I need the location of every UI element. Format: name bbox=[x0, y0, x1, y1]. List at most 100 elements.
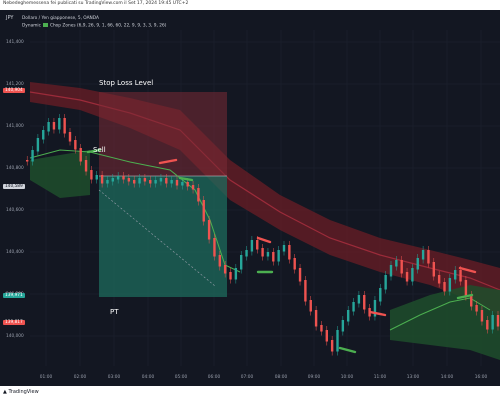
tradingview-logo[interactable]: ▲ TradingView bbox=[3, 389, 39, 395]
candle-body bbox=[384, 275, 387, 290]
time-label: 09:00 bbox=[307, 375, 321, 380]
candle-body bbox=[448, 278, 452, 292]
signal-marker bbox=[178, 176, 194, 182]
candle-body bbox=[84, 160, 88, 172]
stop-loss-label: Stop Loss Level bbox=[99, 79, 154, 87]
price-label: 140,600 bbox=[6, 208, 24, 213]
candle-body bbox=[395, 260, 398, 267]
candle-body bbox=[191, 185, 195, 190]
candle-body bbox=[400, 260, 403, 274]
candle-body bbox=[138, 178, 141, 184]
candle-body bbox=[133, 180, 136, 184]
candle-body bbox=[443, 282, 446, 292]
profit-target-label: PT bbox=[110, 308, 119, 316]
candle-body bbox=[464, 280, 468, 297]
candle-body bbox=[459, 270, 462, 282]
candle-body bbox=[309, 300, 312, 312]
time-label: 07:00 bbox=[240, 375, 254, 380]
price-label: 141,000 bbox=[6, 124, 24, 129]
candle-body bbox=[159, 178, 163, 182]
sell-label: Sell bbox=[93, 146, 106, 154]
candle-body bbox=[213, 238, 216, 257]
symbol-description[interactable]: Dollaro / Yen giapponese, 5, OANDA bbox=[22, 16, 99, 21]
trend-line bbox=[29, 149, 241, 273]
candle-body bbox=[437, 275, 441, 284]
candle-body bbox=[416, 258, 419, 270]
signal-marker bbox=[458, 266, 477, 274]
time-label: 04:00 bbox=[141, 375, 155, 380]
candle-body bbox=[36, 138, 40, 152]
candle-body bbox=[79, 148, 82, 162]
candle-body bbox=[314, 310, 318, 327]
price-label: 141,200 bbox=[6, 82, 24, 87]
price-label: 140,000 bbox=[6, 334, 24, 339]
candle-body bbox=[470, 295, 473, 307]
logo-mark-icon: ▲ bbox=[3, 389, 7, 395]
time-label: 06:00 bbox=[207, 375, 221, 380]
indicator-legend[interactable]: Dynamic Chop Zones (6,9, 26, 9, 1, 66, 60… bbox=[22, 23, 166, 29]
candle-body bbox=[293, 258, 296, 270]
indicator-params: Chop Zones (6,9, 26, 9, 1, 66, 60, 22, 9… bbox=[49, 23, 167, 29]
candle-body bbox=[197, 188, 200, 202]
candle-body bbox=[379, 288, 382, 302]
candle-body bbox=[272, 252, 275, 262]
candle-body bbox=[106, 180, 109, 184]
candle-body bbox=[223, 265, 227, 274]
candle-body bbox=[170, 180, 173, 184]
candle-body bbox=[411, 268, 414, 282]
stop-price-tag: 140,904 bbox=[3, 88, 25, 93]
time-label: 03:00 bbox=[107, 375, 121, 380]
candle-body bbox=[68, 132, 72, 142]
candle-body bbox=[207, 220, 211, 240]
candle-body bbox=[42, 130, 45, 140]
support-cloud bbox=[30, 150, 90, 198]
footer-bar: ▲ TradingView bbox=[0, 386, 500, 400]
indicator-name: Dynamic bbox=[22, 23, 41, 29]
candle-body bbox=[149, 180, 152, 184]
candle-body bbox=[330, 340, 334, 352]
candle-body bbox=[389, 265, 393, 277]
price-label: 141,400 bbox=[6, 40, 24, 45]
ticker-label: JPY bbox=[6, 15, 14, 21]
candle-body bbox=[405, 272, 409, 282]
brand-name: TradingView bbox=[8, 389, 39, 395]
candle-body bbox=[186, 182, 189, 187]
candle-body bbox=[266, 252, 270, 257]
candle-body bbox=[58, 118, 61, 130]
candle-body bbox=[491, 315, 494, 330]
candle-body bbox=[95, 175, 98, 180]
price-chart[interactable] bbox=[0, 10, 500, 386]
signal-marker bbox=[368, 310, 387, 317]
time-label: 08:00 bbox=[274, 375, 288, 380]
time-label: 11:00 bbox=[373, 375, 387, 380]
candle-body bbox=[475, 305, 478, 312]
candle-body bbox=[234, 268, 238, 280]
time-label: 16:00 bbox=[474, 375, 488, 380]
candle-body bbox=[282, 245, 286, 252]
candle-body bbox=[245, 250, 248, 257]
time-label: 13:00 bbox=[406, 375, 420, 380]
signal-marker bbox=[158, 158, 178, 165]
candle-body bbox=[373, 300, 377, 317]
candle-body bbox=[240, 255, 243, 270]
price-label: 140,800 bbox=[6, 166, 24, 171]
candle-body bbox=[181, 182, 184, 186]
candle-body bbox=[26, 160, 29, 162]
candle-body bbox=[325, 330, 328, 342]
candle-body bbox=[304, 280, 307, 302]
profit-target-zone bbox=[99, 176, 227, 297]
candle-body bbox=[165, 178, 168, 184]
publication-text: Nebedeghemessena fei publicati su Tradin… bbox=[3, 1, 189, 6]
chart-pane[interactable]: JPY Dollaro / Yen giapponese, 5, OANDA D… bbox=[0, 10, 500, 386]
signal-marker bbox=[256, 236, 272, 244]
candle-body bbox=[100, 175, 104, 184]
candle-body bbox=[480, 310, 484, 322]
candle-body bbox=[357, 295, 361, 304]
entry-price-tag: 140,589 bbox=[3, 184, 25, 189]
candle-body bbox=[288, 245, 291, 260]
candle-body bbox=[261, 248, 264, 257]
candle-body bbox=[52, 122, 56, 130]
candle-body bbox=[111, 178, 114, 182]
candle-body bbox=[250, 240, 254, 252]
candle-body bbox=[229, 272, 232, 280]
